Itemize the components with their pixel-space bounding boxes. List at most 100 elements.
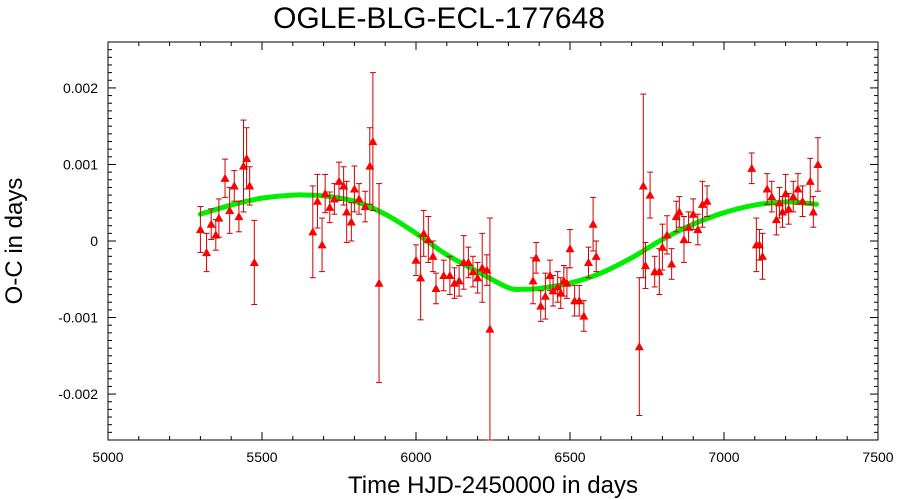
- triangle-marker: [416, 273, 426, 282]
- triangle-marker: [574, 296, 584, 305]
- triangle-marker: [679, 234, 689, 244]
- triangle-marker: [591, 251, 601, 260]
- triangle-marker: [747, 163, 757, 172]
- triangle-marker: [445, 270, 455, 280]
- x-tick-label: 7000: [708, 449, 739, 465]
- triangle-marker: [774, 198, 784, 207]
- data-point: [234, 200, 244, 233]
- data-point: [195, 206, 205, 253]
- x-axis: 5000 5500 6000 6500 7000 7500: [92, 42, 894, 465]
- data-point: [339, 166, 349, 206]
- data-point: [239, 119, 249, 213]
- data-point: [693, 213, 703, 246]
- data-point: [747, 152, 757, 185]
- data-point: [482, 254, 492, 286]
- triangle-marker: [654, 267, 664, 276]
- data-point: [468, 255, 478, 288]
- data-point: [583, 246, 593, 279]
- data-point: [428, 240, 438, 273]
- triangle-marker: [645, 190, 655, 199]
- data-point: [536, 290, 546, 322]
- data-point: [767, 180, 777, 213]
- data-point: [808, 196, 818, 228]
- data-point: [588, 196, 598, 252]
- data-point: [439, 259, 449, 292]
- x-tick-label: 5000: [92, 449, 123, 465]
- y-tick-label: 0.002: [63, 80, 98, 96]
- data-point: [245, 166, 255, 206]
- triangle-marker: [242, 153, 252, 162]
- triangle-marker: [419, 228, 429, 237]
- triangle-marker: [320, 189, 330, 198]
- triangle-marker: [450, 278, 459, 287]
- triangle-marker: [808, 207, 818, 216]
- data-point: [411, 244, 421, 276]
- data-point: [657, 223, 667, 271]
- triangle-marker: [354, 194, 364, 203]
- y-tick-label: -0.002: [58, 386, 98, 402]
- triangle-marker: [778, 207, 788, 216]
- data-point: [419, 209, 429, 257]
- data-point: [349, 165, 359, 213]
- triangle-marker: [540, 291, 550, 300]
- triangle-marker: [754, 240, 764, 249]
- data-point: [645, 171, 655, 219]
- data-point: [754, 229, 764, 261]
- data-point: [360, 190, 370, 223]
- triangle-marker: [239, 161, 249, 170]
- data-point: [463, 246, 473, 279]
- x-tick-label: 6500: [554, 449, 585, 465]
- y-tick-label: 0: [90, 233, 98, 249]
- triangle-marker: [211, 230, 221, 239]
- data-point: [431, 272, 441, 305]
- data-point: [531, 242, 541, 274]
- triangle-marker: [688, 209, 698, 218]
- data-point: [762, 173, 772, 205]
- data-point: [540, 272, 550, 320]
- triangle-marker: [805, 176, 815, 185]
- y-tick-label: 0.001: [63, 156, 98, 172]
- triangle-marker: [360, 202, 370, 211]
- triangle-marker: [684, 222, 694, 231]
- data-point: [702, 185, 712, 218]
- triangle-marker: [468, 267, 478, 276]
- data-point: [220, 158, 230, 198]
- triangle-marker: [671, 212, 681, 221]
- data-point: [365, 127, 375, 205]
- triangle-marker: [249, 257, 259, 267]
- x-tick-label: 7500: [862, 449, 893, 465]
- data-point: [574, 284, 584, 317]
- triangle-marker: [758, 251, 767, 260]
- triangle-marker: [463, 257, 473, 267]
- data-point: [445, 255, 455, 296]
- triangle-marker: [349, 184, 359, 193]
- x-tick-label: 5500: [246, 449, 277, 465]
- data-point: [211, 219, 221, 251]
- data-point: [688, 198, 698, 231]
- data-point: [202, 232, 212, 273]
- triangle-marker: [220, 173, 230, 182]
- triangle-marker: [428, 251, 438, 260]
- triangle-marker: [657, 242, 667, 251]
- data-point: [784, 193, 794, 225]
- triangle-marker: [548, 286, 558, 295]
- data-point: [249, 219, 259, 306]
- data-point: [308, 185, 318, 279]
- data-point: [684, 211, 694, 244]
- data-point: [774, 186, 784, 219]
- data-point: [320, 173, 330, 214]
- data-point: [374, 183, 384, 384]
- data-point: [674, 196, 684, 228]
- x-axis-label: Time HJD-2450000 in days: [348, 472, 638, 499]
- data-point: [679, 216, 689, 263]
- triangle-marker: [553, 282, 563, 291]
- triangle-marker: [411, 255, 421, 264]
- data-point: [591, 240, 601, 273]
- triangle-marker: [793, 184, 803, 193]
- y-axis: 0.002 0.001 0 -0.001 -0.002: [58, 49, 878, 433]
- triangle-marker: [788, 192, 798, 201]
- triangle-marker: [662, 230, 672, 239]
- triangle-marker: [431, 283, 441, 293]
